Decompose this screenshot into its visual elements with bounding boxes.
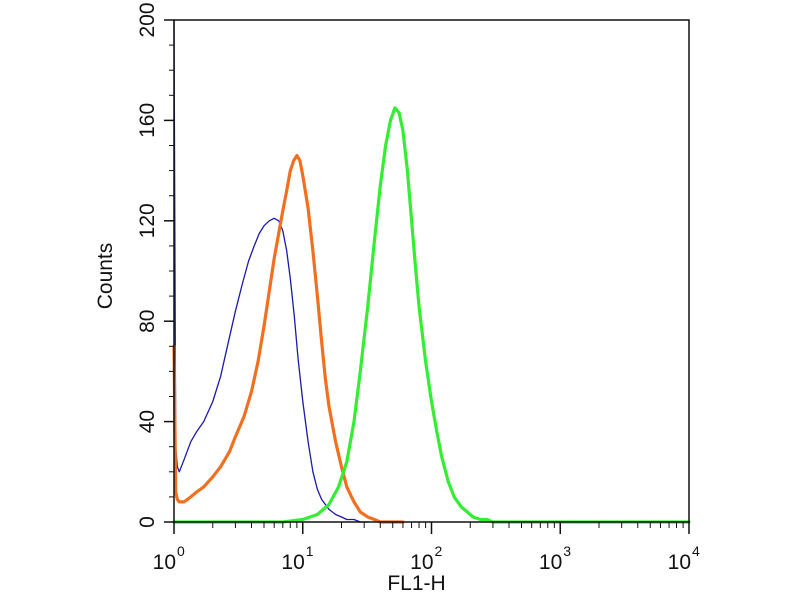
x-tick-exponent: 2 [435, 543, 443, 559]
series-layer [172, 19, 691, 524]
x-tick-base: 10 [153, 551, 176, 574]
x-tick-label: 10 3 [539, 543, 571, 574]
x-tick-base: 10 [539, 551, 562, 574]
x-tick-base: 10 [281, 551, 304, 574]
x-tick-label: 10 0 [153, 543, 185, 574]
y-axis: 0 40 80 120 160 200 [136, 2, 174, 528]
plot-frame [173, 19, 690, 523]
x-tick-exponent: 4 [692, 543, 700, 559]
histogram-series-1 [173, 19, 369, 523]
x-tick-exponent: 3 [563, 543, 571, 559]
histogram-series-2 [172, 153, 405, 524]
x-tick-base: 10 [410, 551, 433, 574]
y-tick-label: 200 [136, 2, 159, 37]
x-axis: 10 0 10 1 10 2 10 3 10 4 [153, 522, 700, 574]
y-tick-label: 40 [136, 410, 159, 433]
x-tick-exponent: 1 [306, 543, 314, 559]
y-tick-label: 120 [136, 203, 159, 238]
x-tick-label: 10 1 [281, 543, 313, 574]
x-tick-exponent: 0 [177, 543, 185, 559]
histogram-series-3 [172, 106, 691, 524]
x-tick-base: 10 [668, 551, 691, 574]
x-axis-title: FL1-H [387, 572, 445, 595]
x-tick-label: 10 4 [668, 543, 700, 574]
y-tick-label: 0 [136, 516, 159, 528]
y-axis-title: Counts [94, 243, 117, 310]
y-tick-label: 160 [136, 103, 159, 138]
y-tick-label: 80 [136, 310, 159, 333]
x-tick-label: 10 2 [410, 543, 442, 574]
